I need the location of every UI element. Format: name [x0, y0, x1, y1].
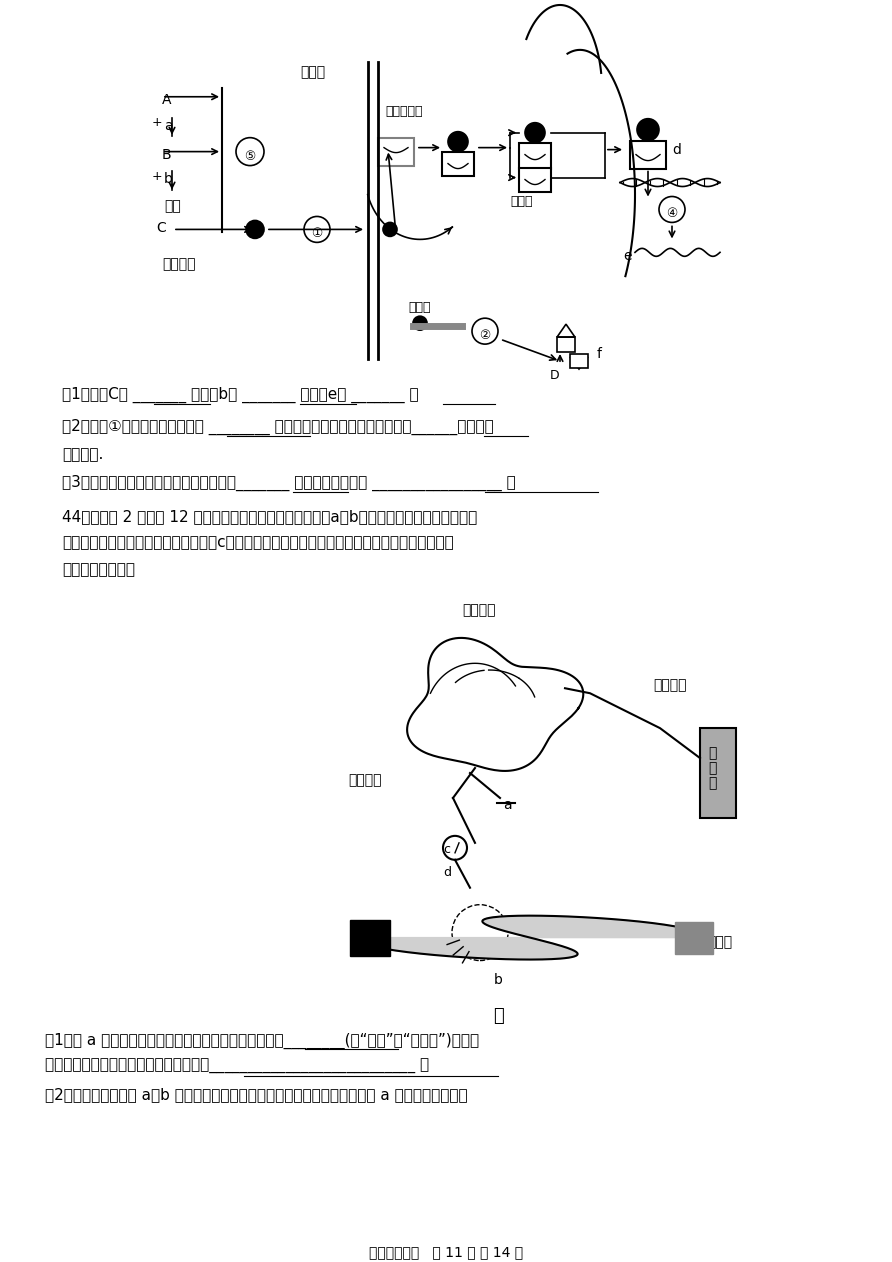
- Text: C: C: [156, 221, 166, 236]
- Text: 器: 器: [708, 776, 716, 790]
- Text: A: A: [162, 93, 171, 107]
- Text: 雌性激素: 雌性激素: [162, 257, 195, 271]
- Circle shape: [413, 317, 427, 331]
- Text: 细胞质受体: 细胞质受体: [385, 105, 423, 117]
- Text: 核受体: 核受体: [510, 194, 533, 207]
- Text: （3）雌性激素的靶细胞能否为垂体细胞？_______ ，试简要说明理由 _________________ 。: （3）雌性激素的靶细胞能否为垂体细胞？_______ ，试简要说明理由 ____…: [62, 475, 516, 491]
- Text: c: c: [443, 843, 450, 856]
- Bar: [378, 138, 414, 165]
- Text: ⑤: ⑤: [244, 150, 256, 163]
- Text: e: e: [623, 250, 632, 264]
- Text: 化。请分析回答：: 化。请分析回答：: [62, 563, 135, 578]
- Circle shape: [443, 835, 467, 859]
- Text: 高二生物试卷   第 11 页 共 14 页: 高二生物试卷 第 11 页 共 14 页: [369, 1244, 523, 1258]
- Text: 受: 受: [708, 761, 716, 775]
- Text: 骨骼肌: 骨骼肌: [707, 935, 732, 949]
- Bar: [519, 168, 551, 192]
- Text: B: B: [162, 148, 171, 162]
- Text: （2）过程①通过细胞膜的方式是 ________ ，血液中的雌性激素的含量是通过______机制维持: （2）过程①通过细胞膜的方式是 ________ ，血液中的雌性激素的含量是通过…: [62, 419, 494, 435]
- Circle shape: [448, 131, 468, 151]
- Text: ④: ④: [666, 207, 678, 221]
- Circle shape: [383, 222, 397, 236]
- Text: +: +: [152, 169, 162, 183]
- Circle shape: [637, 119, 659, 140]
- Bar: [557, 337, 575, 352]
- Text: （2）正常时，分别用 a、b 刺激神经和骨骼肌，会引起骨骼肌收缩。某同学用 a 刺激神经，发现骨: （2）正常时，分别用 a、b 刺激神经和骨骼肌，会引起骨骼肌收缩。某同学用 a …: [45, 1088, 467, 1102]
- Polygon shape: [407, 637, 583, 771]
- Bar: [442, 151, 474, 175]
- Text: 甲: 甲: [492, 1007, 503, 1026]
- Bar: [570, 355, 588, 369]
- Text: 44、（每空 2 分，共 12 分）下图甲是反射弧结构模式图，a、b分别是放置在传出神经和骨骼: 44、（每空 2 分，共 12 分）下图甲是反射弧结构模式图，a、b分别是放置在…: [62, 509, 477, 524]
- Text: d: d: [443, 866, 451, 878]
- Circle shape: [525, 122, 545, 143]
- Polygon shape: [355, 916, 705, 959]
- Polygon shape: [675, 921, 713, 954]
- Text: ①: ①: [311, 227, 323, 241]
- Circle shape: [478, 697, 492, 711]
- Text: 感: 感: [708, 746, 716, 760]
- Text: b: b: [164, 172, 173, 186]
- Circle shape: [246, 221, 264, 239]
- Text: 核糖体: 核糖体: [408, 302, 431, 314]
- Bar: [700, 728, 736, 818]
- Text: +: +: [152, 116, 162, 129]
- Text: 传入神经: 传入神经: [653, 678, 687, 693]
- Text: ②: ②: [479, 329, 491, 342]
- Text: a: a: [503, 798, 512, 811]
- Polygon shape: [350, 920, 390, 955]
- Text: b: b: [494, 973, 503, 987]
- Text: （1）用 a 刺激神经，产生的兴奋传到骨骼肌引起的收缩________(填“属于”或“不属于”)反射。: （1）用 a 刺激神经，产生的兴奋传到骨骼肌引起的收缩________(填“属于…: [45, 1032, 479, 1049]
- Text: 肌上的电极，用于刺激神经和骨骼肌；c是放置在传出神经上的电流表，用于记录神经兴奋电位变: 肌上的电极，用于刺激神经和骨骼肌；c是放置在传出神经上的电流表，用于记录神经兴奋…: [62, 535, 454, 550]
- Text: 分泌: 分泌: [164, 199, 181, 213]
- Bar: [519, 143, 551, 169]
- Text: 兴奋在神经元之间只能单向传递的原因是___________________________ 。: 兴奋在神经元之间只能单向传递的原因是______________________…: [45, 1059, 429, 1074]
- Text: （1）结构C是 _______ ，物质b是 _______ ，物质e是 _______ 。: （1）结构C是 _______ ，物质b是 _______ ，物质e是 ____…: [62, 387, 418, 404]
- Text: d: d: [672, 143, 681, 156]
- Text: 相对稳定.: 相对稳定.: [62, 447, 103, 462]
- Text: 神经中枢: 神经中枢: [462, 603, 495, 617]
- Text: a: a: [164, 119, 173, 133]
- Text: 传出神经: 传出神经: [348, 774, 382, 787]
- Text: 细胞膜: 细胞膜: [300, 64, 325, 78]
- Bar: [630, 140, 666, 169]
- Text: f: f: [597, 347, 602, 361]
- Text: D: D: [550, 369, 559, 382]
